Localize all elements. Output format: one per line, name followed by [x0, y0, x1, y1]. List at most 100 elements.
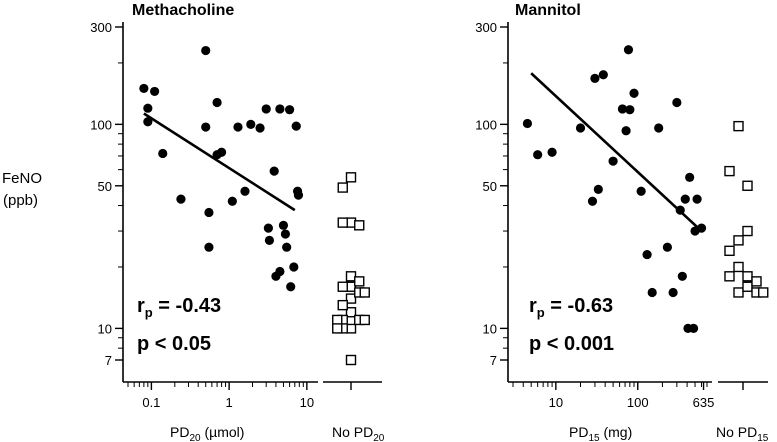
correlation-stat: rp = -0.43: [137, 295, 221, 320]
p-value-stat: p < 0.05: [137, 333, 211, 355]
no-pd-point: [733, 120, 744, 132]
no-pd-point: [332, 314, 343, 326]
no-pd-point: [724, 271, 735, 282]
mannitol-panel: Mannitol 7 10 50 100 300 10 100 635 rp = -0.63 p <…: [475, 2, 768, 442]
data-point: [692, 194, 702, 204]
data-point: [575, 123, 586, 133]
data-point: [629, 88, 639, 98]
no-pd-label: No PD15: [716, 424, 769, 442]
data-point: [617, 104, 628, 114]
data-point: [685, 172, 695, 182]
x-axis-label: PD15 (mg): [569, 424, 632, 442]
no-pd-point: [345, 354, 357, 366]
data-point: [696, 223, 707, 233]
no-pd-point: [733, 235, 744, 246]
data-point: [264, 235, 275, 245]
data-point: [621, 126, 631, 136]
no-pd-point: [337, 299, 348, 311]
y-tick-label: 7: [105, 353, 112, 368]
y-tick-label: 50: [98, 179, 112, 194]
data-point: [688, 323, 699, 333]
no-pd-point: [337, 217, 348, 228]
data-point: [176, 194, 186, 204]
data-point: [240, 186, 250, 196]
x-axis-label: PD20 (µmol): [170, 424, 244, 442]
data-point: [216, 147, 227, 157]
y-tick-label: 100: [90, 117, 112, 132]
data-point: [608, 156, 618, 166]
data-point: [286, 282, 296, 292]
no-pd-point: [359, 314, 370, 326]
data-point: [598, 70, 608, 80]
no-pd-point: [733, 287, 744, 298]
no-pd-point: [345, 293, 357, 304]
data-point: [593, 184, 603, 194]
data-point: [642, 249, 652, 260]
data-point: [263, 223, 273, 233]
data-point: [269, 166, 279, 176]
data-point: [547, 147, 557, 157]
data-point: [280, 229, 291, 239]
data-point: [636, 186, 646, 196]
y-tick-label: 300: [90, 20, 112, 35]
x-tick-label: 10: [549, 395, 563, 410]
x-tick-label: 100: [627, 395, 649, 410]
no-pd-point: [742, 271, 753, 282]
no-pd-point: [332, 323, 343, 334]
no-pd-point: [354, 220, 365, 231]
no-pd-point: [751, 276, 762, 287]
no-pd-point: [345, 307, 357, 318]
data-point: [143, 117, 153, 127]
y-axis-label-units: (ppb): [3, 192, 38, 209]
no-pd-point: [724, 165, 735, 177]
y-tick-label: 7: [490, 353, 497, 368]
data-point: [291, 121, 301, 131]
no-pd-point: [724, 245, 735, 257]
data-point: [233, 122, 243, 132]
data-point: [677, 271, 687, 281]
data-point: [590, 73, 600, 83]
methacholine-panel: Methacholine 7 10 50 100 300 0.1 1 10 rp = -0.43 p…: [90, 2, 384, 442]
data-point: [275, 266, 285, 277]
x-tick-label: 635: [693, 395, 715, 410]
data-point: [587, 196, 598, 206]
x-tick-label: 0.1: [142, 395, 160, 410]
data-point: [533, 150, 543, 160]
data-point: [158, 148, 168, 159]
data-point: [261, 104, 271, 114]
no-pd-point: [742, 281, 753, 292]
chart-title: Mannitol: [515, 2, 581, 19]
no-pd-point: [354, 276, 365, 287]
data-point: [150, 86, 160, 97]
data-point: [293, 190, 304, 200]
no-pd-point: [359, 287, 370, 298]
y-axis-label: FeNO: [2, 170, 42, 187]
chart-title: Methacholine: [132, 2, 234, 19]
data-point: [278, 220, 289, 230]
data-point: [289, 262, 299, 272]
x-tick-label: 1: [226, 395, 233, 410]
no-pd-point: [345, 172, 357, 183]
data-point: [227, 196, 237, 206]
x-tick-label: 10: [300, 395, 314, 410]
no-pd-point: [337, 182, 348, 193]
regression-line: [143, 112, 296, 212]
no-pd-point: [742, 225, 753, 237]
no-pd-point: [758, 287, 769, 298]
y-tick-label: 100: [475, 117, 497, 132]
data-point: [285, 105, 295, 115]
data-point: [212, 97, 222, 108]
data-point: [246, 119, 256, 129]
data-point: [522, 118, 533, 129]
data-point: [204, 242, 214, 252]
data-point: [625, 105, 635, 115]
data-point: [275, 104, 285, 114]
data-point: [143, 103, 153, 113]
no-pd-point: [337, 281, 348, 292]
data-point: [255, 123, 265, 133]
y-tick-label: 10: [483, 321, 497, 336]
data-point: [282, 242, 292, 252]
data-point: [623, 45, 634, 55]
data-point: [675, 205, 685, 215]
